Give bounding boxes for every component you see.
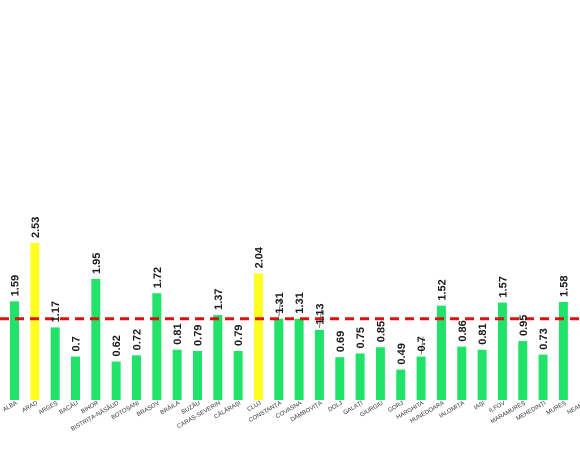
value-label-covasna: 1.31 <box>294 292 306 313</box>
value-label-alba: 1.59 <box>10 275 22 296</box>
value-label-bistrița-năsăud: 0.62 <box>111 335 123 356</box>
bars-layer <box>10 243 568 400</box>
bar-giurgiu <box>375 347 385 400</box>
value-label-mureș: 1.58 <box>558 276 570 297</box>
value-label-ialomița: 0.86 <box>457 320 469 341</box>
bar-mureș <box>558 301 568 400</box>
category-label-giurgiu: GIURGIU <box>359 401 384 419</box>
value-label-dolj: 0.69 <box>335 331 347 352</box>
value-label-brașov: 1.72 <box>152 267 164 288</box>
bar-gorj <box>396 369 406 400</box>
category-label-neamț: NEAMȚ <box>567 400 580 416</box>
value-label-bihor: 1.95 <box>91 253 103 274</box>
bar-călărași <box>233 350 243 400</box>
value-label-gorj: 0.49 <box>396 343 408 364</box>
leader-line-dâmbovița <box>319 309 322 328</box>
value-label-buzău: 0.79 <box>192 325 204 346</box>
bar-covasna <box>294 318 304 400</box>
bar-ialomița <box>457 346 467 400</box>
value-label-mehedinți: 0.73 <box>538 328 550 349</box>
bar-dolj <box>335 357 345 400</box>
bar-bacău <box>70 356 80 400</box>
bar-bihor <box>91 278 101 400</box>
value-label-harghita: 0.7 <box>416 336 428 351</box>
value-label-brăila: 0.81 <box>172 323 184 344</box>
value-label-bacău: 0.7 <box>70 336 82 351</box>
value-label-argeș: 1.17 <box>50 301 62 322</box>
bar-galați <box>355 353 365 400</box>
bar-mehedinți <box>538 354 548 400</box>
bar-iași <box>477 349 487 400</box>
value-label-galați: 0.75 <box>355 327 367 348</box>
category-label-bacău: BACĂU <box>58 400 79 416</box>
value-label-hunedoara: 1.52 <box>436 279 448 300</box>
bar-constanța <box>274 318 284 400</box>
bar-hunedoara <box>436 305 446 400</box>
bar-arad <box>30 243 40 400</box>
bar-argeș <box>50 327 60 400</box>
value-label-ilfov: 1.57 <box>497 276 509 297</box>
leader-line-harghita <box>420 336 424 355</box>
value-label-dâmbovița: 1.13 <box>314 303 326 324</box>
value-labels-layer: 1.59 2.53 1.17 0.7 1.95 0.62 0.72 1.72 0.81 0.79 1… <box>10 217 571 365</box>
category-label-mureș: MUREȘ <box>546 401 568 417</box>
category-label-dolj: DOLJ <box>327 401 343 414</box>
bar-harghita <box>416 356 426 400</box>
category-label-argeș: ARGEȘ <box>38 401 59 417</box>
category-label-arad: ARAD <box>21 400 39 414</box>
bar-dâmbovița <box>314 329 324 400</box>
leader-line-constanța <box>278 298 282 317</box>
bar-alba <box>10 301 19 400</box>
value-label-botoșani: 0.72 <box>131 329 143 350</box>
value-label-maramureș: 0.95 <box>518 315 530 336</box>
value-label-călărași: 0.79 <box>233 325 245 346</box>
value-label-cluj: 2.04 <box>253 246 265 268</box>
category-labels-layer: ALBA ARAD ARGEȘ BACĂU BIHORBISTRIȚA-NĂSĂUDBO… <box>2 399 580 432</box>
bar-maramureș <box>518 341 528 400</box>
bar-buzău <box>192 350 202 400</box>
bar-bistrița-năsăud <box>111 361 121 400</box>
bar-cluj <box>253 273 263 400</box>
bar-brașov <box>152 293 162 400</box>
category-label-brăila: BRĂILA <box>159 400 181 417</box>
category-label-alba: ALBA <box>2 401 18 414</box>
category-label-iași: IAȘI <box>473 400 486 411</box>
bar-brăila <box>172 349 182 400</box>
bar-ilfov <box>497 302 507 400</box>
value-label-iași: 0.81 <box>477 323 489 344</box>
category-label-brașov: BRAȘOV <box>136 401 161 419</box>
bar-caraș-severin <box>213 314 223 400</box>
bar-botoșani <box>131 355 141 400</box>
value-label-constanța: 1.31 <box>274 292 286 313</box>
leader-lines-layer <box>278 298 424 355</box>
value-label-arad: 2.53 <box>30 217 42 238</box>
value-label-caraș-severin: 1.37 <box>213 289 225 310</box>
value-label-giurgiu: 0.85 <box>375 321 387 342</box>
